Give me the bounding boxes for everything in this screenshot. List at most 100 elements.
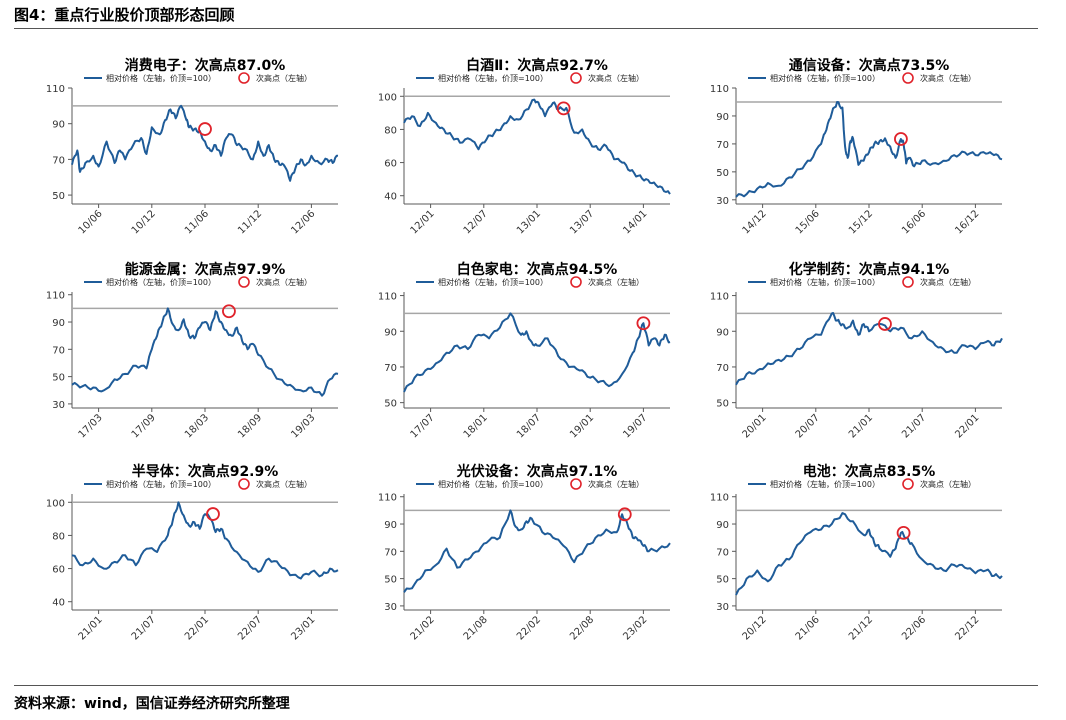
top-rule xyxy=(14,28,1038,29)
x-tick-label: 18/03 xyxy=(183,412,211,440)
x-tick-label: 17/07 xyxy=(409,412,437,440)
x-tick-label: 12/07 xyxy=(462,208,490,236)
y-tick-label: 30 xyxy=(52,400,65,411)
legend-marker-label: 次高点（左轴） xyxy=(256,277,312,287)
y-tick-label: 70 xyxy=(384,363,397,374)
chart-panel-9: 电池：次高点83.5%相对价格（左轴，价顶=100） 次高点（左轴） 30 50 70 9… xyxy=(710,463,1003,643)
x-tick-label: 11/06 xyxy=(183,208,211,236)
y-tick-label: 110 xyxy=(46,84,65,95)
x-tick-label: 21/02 xyxy=(409,614,437,642)
legend-marker-swatch xyxy=(902,72,914,84)
legend-marker-label: 次高点（左轴） xyxy=(588,73,644,83)
legend-marker-label: 次高点（左轴） xyxy=(256,479,312,489)
legend-line-label: 相对价格（左轴，价顶=100） xyxy=(438,277,548,287)
y-tick-label: 80 xyxy=(52,531,65,542)
x-tick-label: 21/07 xyxy=(130,614,158,642)
y-tick-label: 30 xyxy=(384,602,397,613)
secondary-high-marker xyxy=(894,132,908,146)
y-tick-label: 50 xyxy=(716,168,729,179)
secondary-high-marker xyxy=(878,317,892,331)
y-tick-label: 70 xyxy=(384,547,397,558)
y-tick-label: 90 xyxy=(52,318,65,329)
series-line xyxy=(735,101,1003,198)
secondary-high-marker xyxy=(896,525,911,540)
chart-title: 半导体：次高点92.9% xyxy=(132,463,279,480)
legend-marker-label: 次高点（左轴） xyxy=(920,73,976,83)
legend-line-label: 相对价格（左轴，价顶=100） xyxy=(438,479,548,489)
chart-panel-4: 能源金属：次高点97.9%相对价格（左轴，价顶=100） 次高点（左轴） 30 50 7… xyxy=(46,261,339,441)
chart-title: 白色家电：次高点94.5% xyxy=(457,261,618,278)
x-tick-label: 10/06 xyxy=(77,208,105,236)
secondary-high-marker xyxy=(206,507,220,521)
x-tick-label: 22/07 xyxy=(236,614,264,642)
secondary-high-marker xyxy=(222,304,236,319)
x-tick-label: 21/01 xyxy=(77,614,105,642)
x-tick-label: 19/03 xyxy=(289,412,317,440)
y-tick-label: 50 xyxy=(716,399,729,410)
chart-title: 光伏设备：次高点97.1% xyxy=(456,463,618,480)
x-tick-label: 17/03 xyxy=(77,412,105,440)
legend-marker-swatch xyxy=(238,72,250,84)
y-tick-label: 50 xyxy=(716,575,729,586)
legend-marker-label: 次高点（左轴） xyxy=(920,479,976,489)
series-line xyxy=(71,501,339,580)
figure-title: 图4：重点行业股价顶部形态回顾 xyxy=(14,6,235,24)
x-tick-label: 20/01 xyxy=(741,412,769,440)
y-tick-label: 70 xyxy=(716,547,729,558)
y-tick-label: 70 xyxy=(716,140,729,151)
x-tick-label: 22/08 xyxy=(568,614,596,642)
legend-line-label: 相对价格（左轴，价顶=100） xyxy=(438,73,548,83)
legend-line-label: 相对价格（左轴，价顶=100） xyxy=(770,277,880,287)
chart-panel-5: 白色家电：次高点94.5%相对价格（左轴，价顶=100） 次高点（左轴） 50 70 9… xyxy=(378,261,671,441)
y-tick-label: 100 xyxy=(378,92,397,103)
secondary-high-marker xyxy=(198,122,212,136)
y-tick-label: 90 xyxy=(384,520,397,531)
legend-marker-swatch xyxy=(238,478,250,490)
y-tick-label: 60 xyxy=(52,565,65,576)
y-tick-label: 50 xyxy=(384,399,397,410)
chart-title: 电池：次高点83.5% xyxy=(803,463,936,480)
y-tick-label: 70 xyxy=(52,345,65,356)
x-tick-label: 16/06 xyxy=(900,208,928,236)
legend-marker-label: 次高点（左轴） xyxy=(588,479,644,489)
x-tick-label: 22/06 xyxy=(900,614,928,642)
legend-line-label: 相对价格（左轴，价顶=100） xyxy=(106,277,216,287)
legend-line-label: 相对价格（左轴，价顶=100） xyxy=(106,479,216,489)
x-tick-label: 18/01 xyxy=(462,412,490,440)
y-tick-label: 70 xyxy=(52,155,65,166)
chart-title: 能源金属：次高点97.9% xyxy=(125,261,286,278)
series-line xyxy=(735,512,1003,596)
chart-panel-6: 化学制药：次高点94.1%相对价格（左轴，价顶=100） 次高点（左轴） 50 70 9… xyxy=(710,261,1003,441)
x-tick-label: 15/12 xyxy=(847,208,875,236)
legend-marker-swatch xyxy=(902,276,914,288)
y-tick-label: 110 xyxy=(710,84,729,95)
y-tick-label: 60 xyxy=(384,159,397,170)
source-note: 资料来源：wind，国信证券经济研究所整理 xyxy=(14,696,290,712)
chart-panel-1: 消费电子：次高点87.0%相对价格（左轴，价顶=100） 次高点（左轴） 50 70 9… xyxy=(46,57,339,237)
y-tick-label: 70 xyxy=(716,363,729,374)
x-tick-label: 22/01 xyxy=(183,614,211,642)
y-tick-label: 110 xyxy=(710,493,729,504)
y-tick-label: 90 xyxy=(716,112,729,123)
x-tick-label: 20/07 xyxy=(794,412,822,440)
x-tick-label: 20/12 xyxy=(741,614,769,642)
x-tick-label: 19/07 xyxy=(621,412,649,440)
y-tick-label: 50 xyxy=(52,373,65,384)
chart-panel-7: 半导体：次高点92.9%相对价格（左轴，价顶=100） 次高点（左轴） 40 60 80… xyxy=(46,463,339,643)
series-line xyxy=(403,509,671,593)
secondary-high-marker xyxy=(556,101,571,116)
x-tick-label: 13/07 xyxy=(568,208,596,236)
legend-marker-swatch xyxy=(902,478,914,490)
x-tick-label: 17/09 xyxy=(130,412,158,440)
x-tick-label: 11/12 xyxy=(236,208,264,236)
y-tick-label: 90 xyxy=(716,327,729,338)
x-tick-label: 23/01 xyxy=(289,614,317,642)
chart-title: 化学制药：次高点94.1% xyxy=(789,261,950,278)
y-tick-label: 80 xyxy=(384,125,397,136)
chart-panel-8: 光伏设备：次高点97.1%相对价格（左轴，价顶=100） 次高点（左轴） 30 50 7… xyxy=(378,463,671,643)
x-tick-label: 23/02 xyxy=(621,614,649,642)
y-tick-label: 110 xyxy=(46,291,65,302)
y-tick-label: 90 xyxy=(52,120,65,131)
y-tick-label: 50 xyxy=(52,191,65,202)
x-tick-label: 22/12 xyxy=(953,614,981,642)
